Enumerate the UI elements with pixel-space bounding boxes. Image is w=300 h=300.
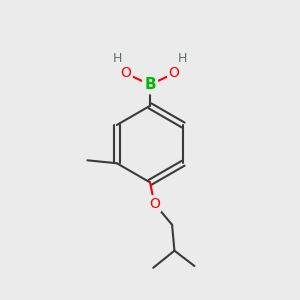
- Text: O: O: [169, 66, 180, 80]
- Text: O: O: [120, 66, 131, 80]
- Text: O: O: [149, 196, 160, 211]
- Text: B: B: [144, 77, 156, 92]
- Text: H: H: [113, 52, 122, 64]
- Text: H: H: [178, 52, 187, 64]
